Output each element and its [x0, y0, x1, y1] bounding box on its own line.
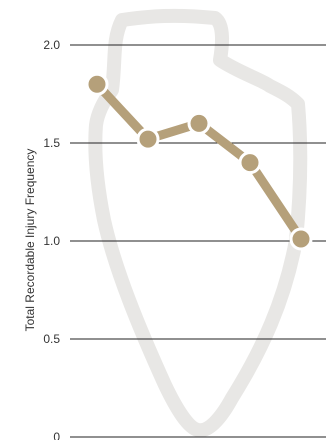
series-line — [92, 79, 306, 244]
y-tick-label: 0 — [53, 430, 60, 440]
y-axis-ticks: 0 0.5 1.0 1.5 2.0 — [43, 38, 60, 440]
data-point — [136, 127, 160, 151]
gridlines — [70, 44, 326, 438]
data-point — [187, 111, 211, 135]
y-tick-label: 2.0 — [43, 38, 60, 52]
data-point — [238, 151, 262, 175]
data-point — [85, 72, 109, 96]
data-points — [85, 72, 313, 251]
y-tick-label: 1.0 — [43, 234, 60, 248]
y-tick-label: 0.5 — [43, 332, 60, 346]
data-point — [289, 227, 313, 251]
y-axis-title: Total Recordable Injury Frequency — [23, 149, 37, 332]
arrowhead-outline-icon — [88, 8, 308, 438]
y-tick-label: 1.5 — [43, 136, 60, 150]
